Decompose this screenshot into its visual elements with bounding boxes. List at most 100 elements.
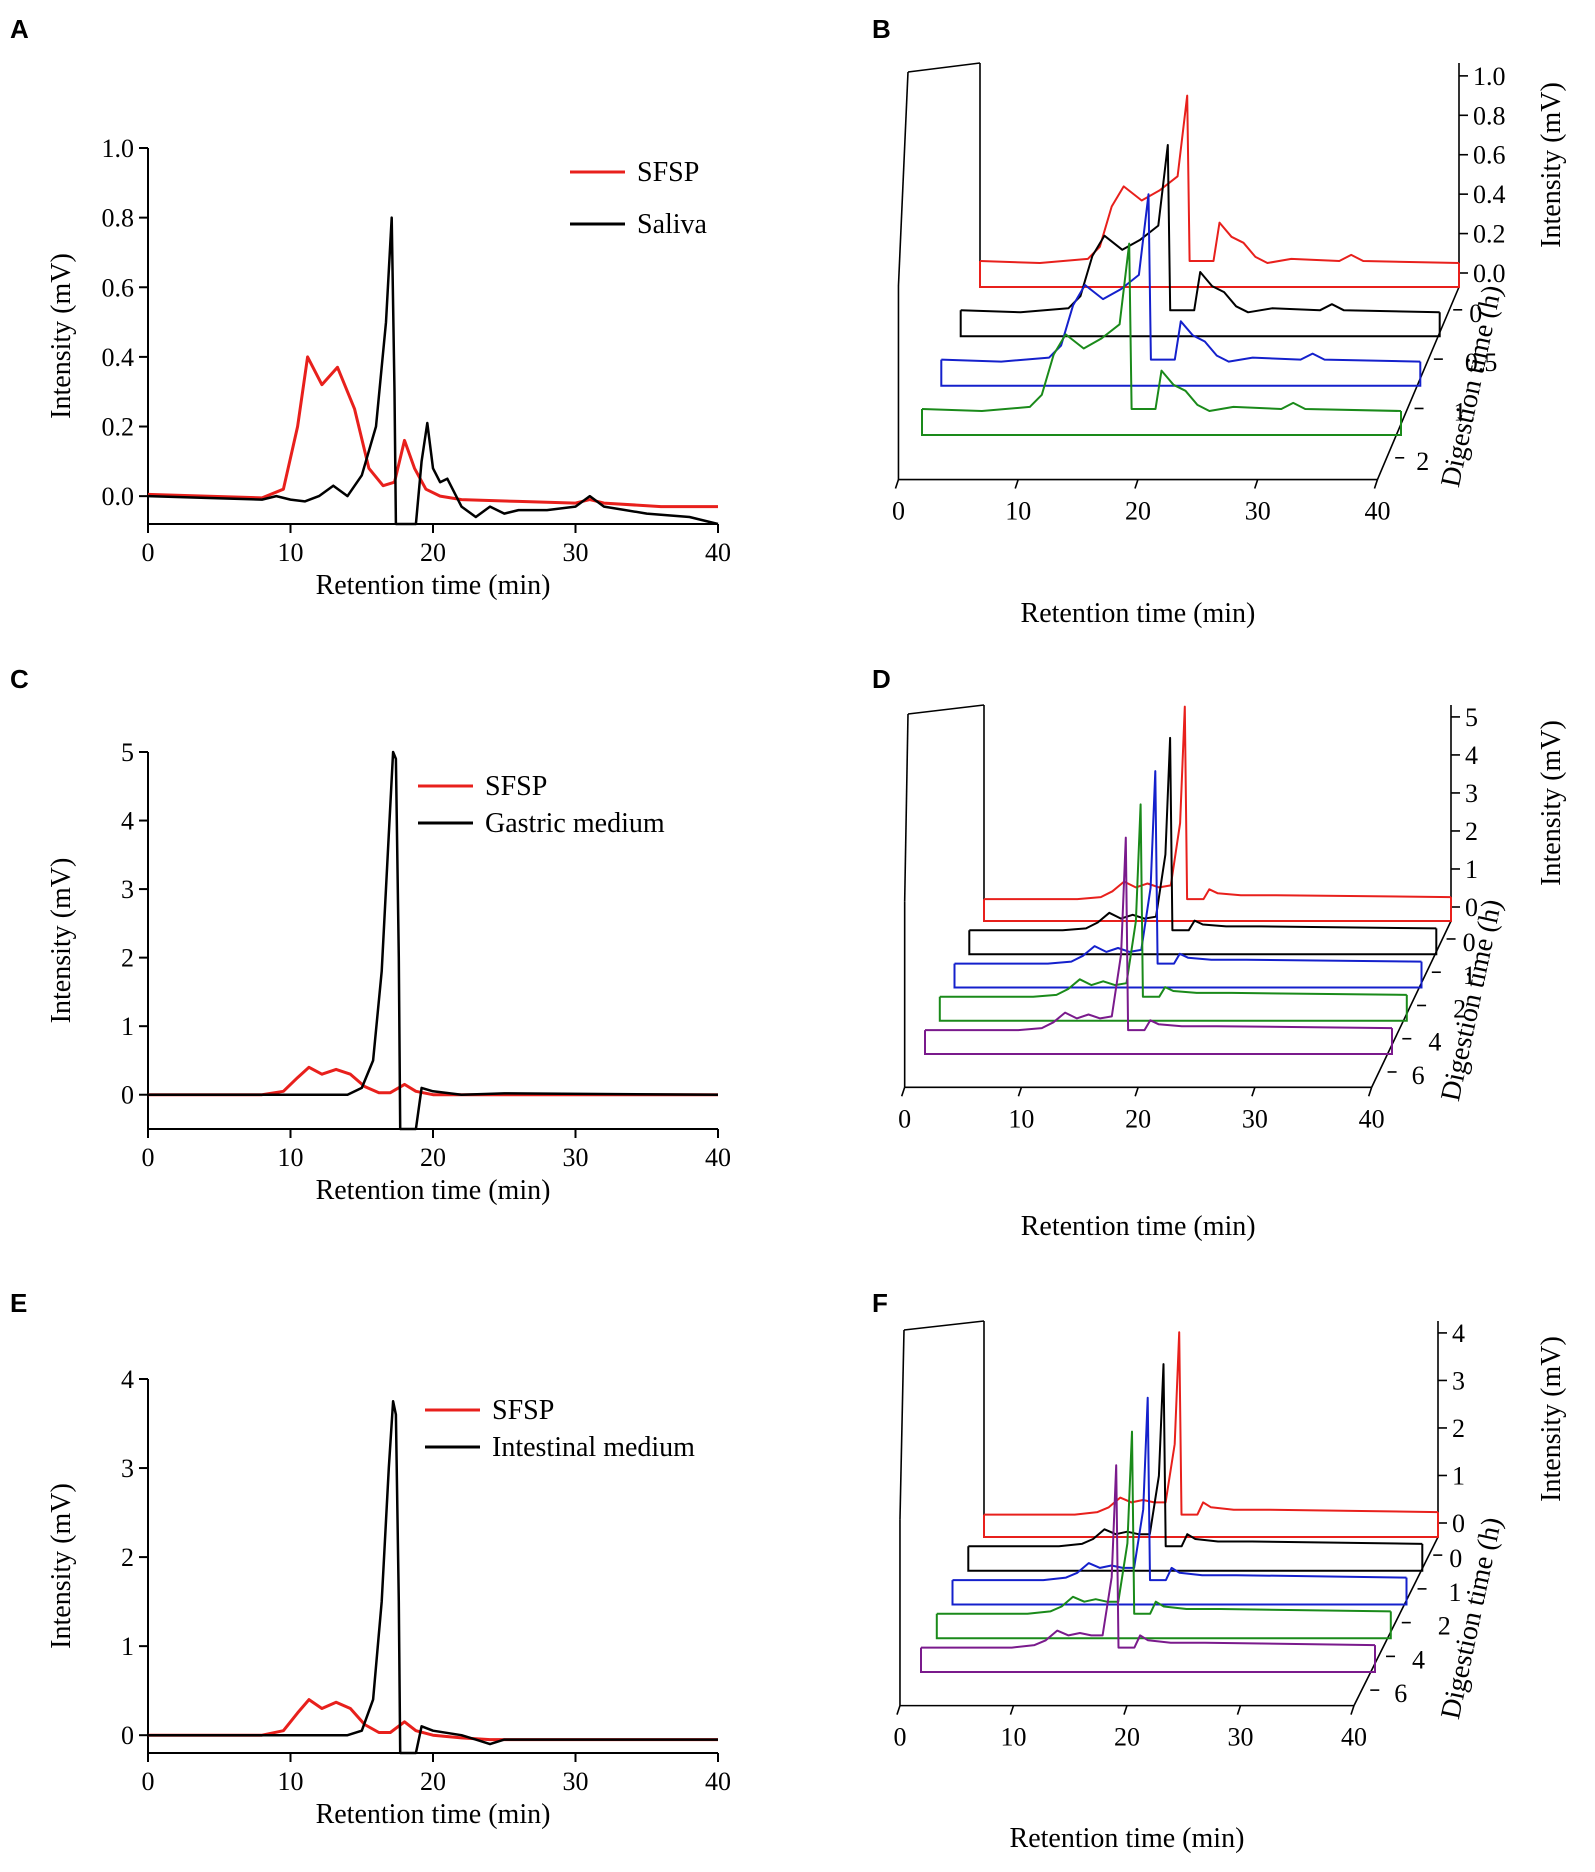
- panel-d-trace-4h: [939, 803, 1407, 998]
- panel-b-ticks: 0 10 20 30 40 0.0 0.2 0.4 0.6 0.8 1.0 0 0.5 12: [892, 62, 1506, 526]
- panel-f-z-tick-label: 2: [1438, 1612, 1451, 1641]
- panel-f-x-tick-mark: [1123, 1705, 1128, 1715]
- panel-f-x-tick-label: 10: [1000, 1723, 1026, 1752]
- panel-f-y-axis-label: Intensity (mV): [1536, 1336, 1567, 1502]
- panel-a-chart: A 0 10 20 30 40 0.0 0.2 0.4 0.6 0.8 1.0 SFSP Saliva…: [10, 14, 731, 601]
- panel-f-x-tick-mark: [896, 1705, 901, 1715]
- panel-c-x-tick-label: 20: [420, 1143, 446, 1172]
- panel-a-legend-label: Saliva: [637, 209, 708, 240]
- panel-b-trace-0-5h: [960, 144, 1440, 314]
- panel-d-trace-0h: [984, 705, 1452, 901]
- panel-b-trace-1h: [941, 193, 1421, 363]
- panel-d-z-axis-line: [1370, 920, 1452, 1088]
- panel-c-ticks: 0 10 20 30 40 0 1 2 3 4 5: [121, 738, 731, 1172]
- panel-b-z-tick-label: 1: [1454, 397, 1467, 426]
- panel-e-y-tick-label: 2: [121, 1543, 134, 1572]
- panel-e-legend-label: Intestinal medium: [492, 1432, 695, 1463]
- panel-d-trace-6h: [925, 836, 1393, 1032]
- panel-a-y-tick-label: 0.6: [102, 273, 135, 302]
- panel-f-back-wall-top: [903, 1320, 985, 1331]
- panel-d-y-tick-label: 4: [1465, 741, 1478, 770]
- panel-e-x-tick-label: 30: [563, 1767, 589, 1796]
- panel-f-trace-2h-baseline: [951, 1577, 1408, 1606]
- panel-a-x-axis-label: Retention time (min): [316, 570, 551, 601]
- panel-f-trace-2h: [952, 1396, 1407, 1582]
- panel-e-x-tick-label: 40: [705, 1767, 731, 1796]
- panel-c-legend: SFSP Gastric medium: [418, 771, 665, 839]
- panel-f-x-tick-mark: [1350, 1705, 1355, 1715]
- panel-e-x-tick-label: 10: [278, 1767, 304, 1796]
- panel-f-trace-0h: [984, 1331, 1439, 1516]
- panel-c-legend-label: Gastric medium: [485, 808, 665, 839]
- panel-d-x-tick-mark: [1134, 1087, 1139, 1097]
- panel-d-z-tick-label: 2: [1453, 994, 1466, 1023]
- panel-b-trace-1h-baseline: [940, 359, 1422, 387]
- panel-c-y-tick-label: 0: [121, 1081, 134, 1110]
- panel-d-x-tick-mark: [900, 1087, 906, 1097]
- panel-b-y-tick-label: 0.6: [1473, 141, 1506, 170]
- panel-f-z-tick-label: 0: [1449, 1544, 1462, 1573]
- panel-f-x-tick-label: 20: [1114, 1723, 1140, 1752]
- panel-c-y-tick-label: 4: [121, 807, 134, 836]
- panel-f-x-tick-label: 40: [1341, 1723, 1367, 1752]
- panel-c-y-tick-label: 1: [121, 1012, 134, 1041]
- panel-d-side-wall-top: [903, 713, 909, 902]
- panel-c-series-line-sfsp: [148, 1065, 718, 1097]
- panel-f-x-tick-label: 30: [1227, 1723, 1253, 1752]
- panel-d-z-tick-label: 4: [1428, 1028, 1441, 1057]
- panel-e-letter: E: [10, 1288, 27, 1318]
- panel-d-x-tick-mark: [1367, 1087, 1373, 1097]
- panel-e-series-line-intestinal-medium: [148, 1400, 718, 1755]
- panel-f-trace-6h: [921, 1464, 1376, 1649]
- panel-b-x-tick-label: 0: [892, 497, 905, 526]
- panel-a-series: [147, 216, 719, 526]
- panel-b-back-wall-top: [907, 62, 981, 73]
- panel-e-chart: E 0 10 20 30 40 0 1 2 3 4 SFSP Intestinal medium R…: [10, 1288, 731, 1830]
- panel-f-y-tick-label: 0: [1452, 1509, 1465, 1538]
- panel-f-y-tick-label: 2: [1452, 1414, 1465, 1443]
- panel-a-series-line-saliva: [147, 216, 719, 526]
- panel-b-letter: B: [872, 14, 891, 44]
- panel-f-trace-6h-baseline: [920, 1645, 1376, 1673]
- panel-d-trace-2h: [954, 770, 1422, 965]
- panel-c-y-tick-label: 3: [121, 875, 134, 904]
- panel-a-letter: A: [10, 14, 29, 44]
- panel-b-y-tick-label: 1.0: [1473, 62, 1506, 91]
- panel-b-z-tick-label: 0.5: [1465, 348, 1498, 377]
- panel-a-x-tick-label: 20: [420, 538, 446, 567]
- panel-b-x-tick-mark: [894, 479, 900, 489]
- panel-d-trace-1h: [969, 736, 1437, 932]
- panel-e-y-tick-label: 1: [121, 1632, 134, 1661]
- panel-d-series: [924, 705, 1452, 1055]
- panel-f-trace-0h-baseline: [983, 1512, 1439, 1538]
- panel-d-x-tick-mark: [1017, 1087, 1023, 1097]
- panel-c-letter: C: [10, 664, 29, 694]
- panel-b-z-tick-label: 0: [1469, 299, 1482, 328]
- panel-e-y-tick-label: 4: [121, 1365, 134, 1394]
- panel-c-y-axis-label: Intensity (mV): [46, 858, 77, 1024]
- panel-d-y-tick-label: 2: [1465, 817, 1478, 846]
- panel-d-y-tick-label: 1: [1465, 855, 1478, 884]
- panel-f-trace-4h: [936, 1430, 1391, 1615]
- panel-a-x-tick-label: 30: [563, 538, 589, 567]
- panel-d-y-tick-label: 0: [1465, 893, 1478, 922]
- panel-b-side-wall-top: [897, 71, 909, 286]
- panel-b-trace-0-5h-baseline: [959, 310, 1441, 338]
- panel-b-y-tick-label: 0.4: [1473, 180, 1506, 209]
- panel-f-x-tick-label: 0: [893, 1723, 906, 1752]
- panel-d-trace-0h-baseline: [983, 897, 1452, 922]
- panel-d-z-tick-label: 1: [1463, 961, 1476, 990]
- panel-e-x-axis-label: Retention time (min): [316, 1799, 551, 1830]
- panel-e-x-tick-label: 20: [420, 1767, 446, 1796]
- panel-f-x-axis-label: Retention time (min): [1010, 1823, 1245, 1854]
- panel-c-y-tick-label: 2: [121, 944, 134, 973]
- panel-c-series-line-gastric-medium: [148, 750, 719, 1131]
- panel-d-z-tick-label: 0: [1463, 928, 1476, 957]
- panel-a-y-axis-label: Intensity (mV): [46, 253, 77, 419]
- panel-d-y-tick-label: 3: [1465, 779, 1478, 808]
- panel-a-y-tick-label: 1.0: [102, 134, 135, 163]
- panel-a-y-tick-label: 0.2: [102, 413, 135, 442]
